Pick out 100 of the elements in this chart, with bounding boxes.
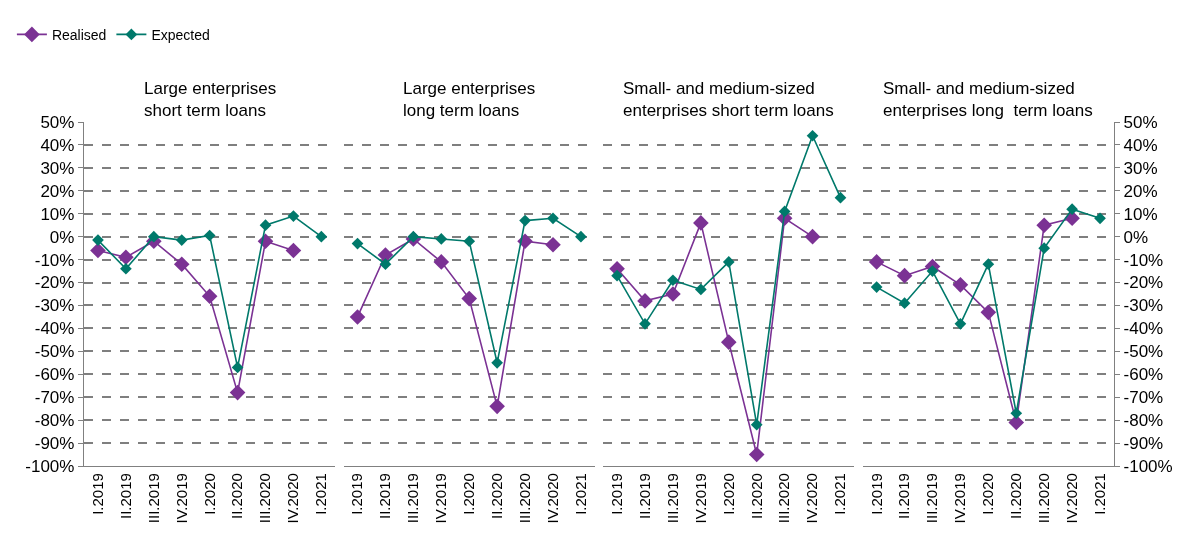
point xyxy=(870,281,883,293)
y-tick-label: -80% xyxy=(34,411,75,431)
x-tick-label: III.2019 xyxy=(663,473,681,524)
point xyxy=(201,288,218,305)
point xyxy=(519,214,531,227)
x-tick-label: I.2019 xyxy=(348,473,366,515)
point xyxy=(90,242,106,259)
x-tick-label: II.2020 xyxy=(488,473,506,520)
point xyxy=(868,254,885,270)
point xyxy=(351,237,364,250)
x-tick-label: II.2019 xyxy=(895,473,913,520)
point xyxy=(435,233,448,245)
y-tick-label: -20% xyxy=(34,273,75,293)
point xyxy=(203,229,216,242)
y-tick-label: -70% xyxy=(34,388,75,408)
point xyxy=(489,398,505,415)
point xyxy=(545,236,561,253)
x-tick-label: I.2021 xyxy=(831,473,849,515)
y2-tick-label: -100% xyxy=(1123,456,1173,476)
x-tick-label: IV.2020 xyxy=(543,473,561,524)
point xyxy=(575,230,587,243)
point xyxy=(952,277,969,293)
point xyxy=(896,267,913,284)
x-tick-label: III.2020 xyxy=(256,473,274,524)
x-tick-label: I.2020 xyxy=(979,473,997,515)
point xyxy=(173,256,190,272)
y-tick-label: 30% xyxy=(40,158,75,178)
point xyxy=(980,304,997,321)
point xyxy=(693,215,709,231)
point xyxy=(461,290,478,307)
x-tick-label: IV.2019 xyxy=(432,473,450,524)
x-tick-label: III.2019 xyxy=(923,473,941,524)
point xyxy=(667,274,679,287)
x-tick-label: III.2019 xyxy=(404,473,422,524)
y-tick-label: -100% xyxy=(25,456,75,476)
y-tick-label: 20% xyxy=(40,181,75,201)
x-tick-label: I.2021 xyxy=(571,473,589,515)
point xyxy=(118,249,134,266)
y2-tick-label: 50% xyxy=(1123,112,1158,132)
point xyxy=(463,235,476,248)
point xyxy=(287,210,300,222)
x-tick-label: IV.2020 xyxy=(1062,473,1080,524)
point xyxy=(491,356,503,369)
chart-title: Small- and medium-sized enterprises short term loans xyxy=(623,79,834,121)
x-tick-label: I.2021 xyxy=(312,473,330,515)
point xyxy=(926,265,939,277)
point xyxy=(349,309,366,325)
chart-title: Small- and medium-sized enterprises long term loans xyxy=(883,79,1093,121)
y-tick-label: 50% xyxy=(40,112,75,132)
point xyxy=(407,230,420,243)
x-tick-label: I.2020 xyxy=(200,473,218,515)
point xyxy=(231,361,244,374)
y2-tick-label: -50% xyxy=(1123,342,1164,362)
point xyxy=(982,258,995,271)
x-tick-label: III.2019 xyxy=(144,473,162,524)
point xyxy=(898,297,911,310)
point xyxy=(1010,407,1023,420)
x-tick-label: II.2020 xyxy=(747,473,765,520)
y2-tick-label: -20% xyxy=(1123,273,1164,293)
y2-tick-label: 30% xyxy=(1123,158,1158,178)
y-tick-label: -90% xyxy=(34,434,75,454)
y-tick-label: -10% xyxy=(34,250,75,270)
point xyxy=(285,242,302,259)
x-tick-label: I.2021 xyxy=(1090,473,1108,515)
y-tick-label: -30% xyxy=(34,296,75,316)
y2-tick-label: -80% xyxy=(1123,411,1164,431)
y2-tick-label: -10% xyxy=(1123,250,1164,270)
x-tick-label: IV.2020 xyxy=(803,473,821,524)
x-tick-label: II.2020 xyxy=(228,473,246,520)
y-tick-label: -60% xyxy=(34,365,75,385)
y2-tick-label: 20% xyxy=(1123,181,1158,201)
y-tick-label: -50% xyxy=(34,342,75,362)
point xyxy=(379,258,392,271)
y-tick-label: -40% xyxy=(34,319,75,339)
point xyxy=(665,286,681,302)
point xyxy=(695,283,707,296)
point xyxy=(778,205,791,218)
x-tick-label: II.2019 xyxy=(116,473,134,520)
point xyxy=(547,212,559,225)
legend-label: Realised xyxy=(51,26,107,43)
x-tick-label: II.2020 xyxy=(1007,473,1025,520)
y2-tick-label: 0% xyxy=(1123,227,1149,247)
y2-tick-label: -40% xyxy=(1123,319,1164,339)
point xyxy=(806,129,819,142)
y2-tick-label: 10% xyxy=(1123,204,1158,224)
legend-label: Expected xyxy=(151,26,210,43)
x-tick-label: IV.2020 xyxy=(284,473,302,524)
x-tick-label: IV.2019 xyxy=(691,473,709,524)
chart-title: Large enterprises long term loans xyxy=(403,79,536,121)
point xyxy=(1066,203,1078,215)
point xyxy=(834,191,847,204)
y2-tick-label: -60% xyxy=(1123,365,1164,385)
point xyxy=(433,254,450,270)
x-tick-label: IV.2019 xyxy=(172,473,190,524)
x-tick-label: II.2019 xyxy=(635,473,653,520)
point xyxy=(1094,212,1106,225)
point xyxy=(1036,217,1052,233)
point xyxy=(229,384,246,401)
x-tick-label: I.2019 xyxy=(607,473,625,515)
y-tick-label: 10% xyxy=(40,204,75,224)
